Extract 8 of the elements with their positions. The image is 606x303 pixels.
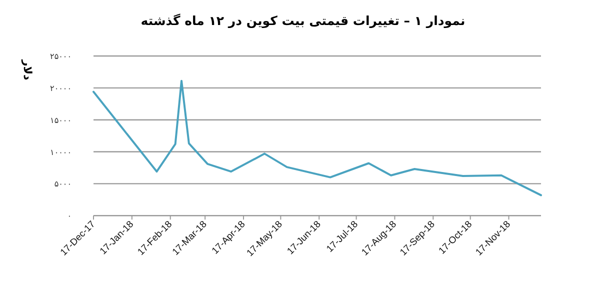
y-tick-label: ۰	[67, 212, 72, 221]
y-tick-label: ۲۵۰۰۰	[50, 52, 72, 61]
y-tick-label: ۱۰۰۰۰	[50, 148, 72, 157]
y-tick-label: ۱۵۰۰۰	[50, 116, 72, 125]
y-tick-label: ۲۰۰۰۰	[50, 84, 72, 93]
title: نمودار ۱ – تغییرات قیمتی بیت کوین در ۱۲ ماه گذشته	[140, 13, 466, 28]
y-tick-label: ۵۰۰۰	[54, 180, 72, 189]
y-axis-title: دلار	[21, 58, 34, 80]
